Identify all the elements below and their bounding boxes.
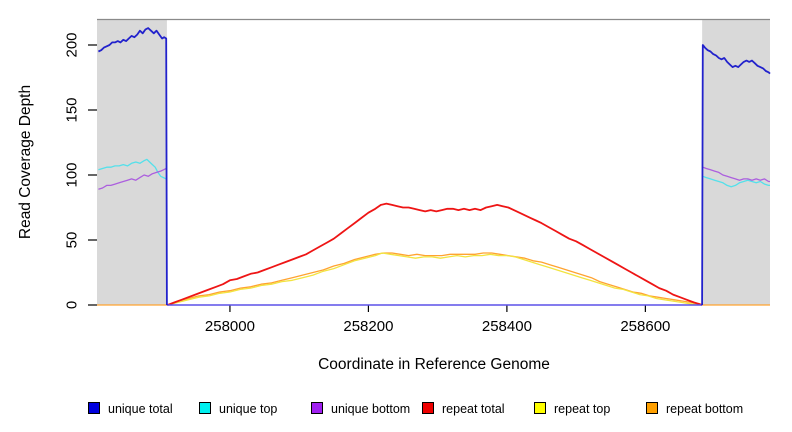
series-unique-bottom-left (98, 167, 167, 190)
x-tick-label: 258000 (204, 318, 255, 335)
x-axis-label: Coordinate in Reference Genome (318, 356, 550, 373)
shaded-region (702, 20, 770, 305)
series-unique-top-right (702, 175, 770, 188)
series-repeat-top (167, 252, 703, 306)
series-unique-bottom-right (702, 166, 770, 183)
y-tick-label: 50 (63, 231, 81, 249)
x-tick-label: 258200 (343, 318, 394, 335)
y-tick-label: 200 (63, 32, 81, 58)
y-tick-label: 0 (63, 300, 81, 310)
series-repeat-total (167, 202, 703, 306)
shaded-region (97, 20, 167, 305)
y-tick-label: 100 (63, 162, 81, 188)
series-unique-total-left (98, 27, 168, 306)
y-tick-label: 150 (63, 97, 81, 123)
series-unique-total-right (701, 44, 771, 306)
y-axis-label: Read Coverage Depth (17, 84, 34, 240)
x-tick-label: 258600 (620, 318, 671, 335)
x-tick-label: 258400 (481, 318, 532, 335)
